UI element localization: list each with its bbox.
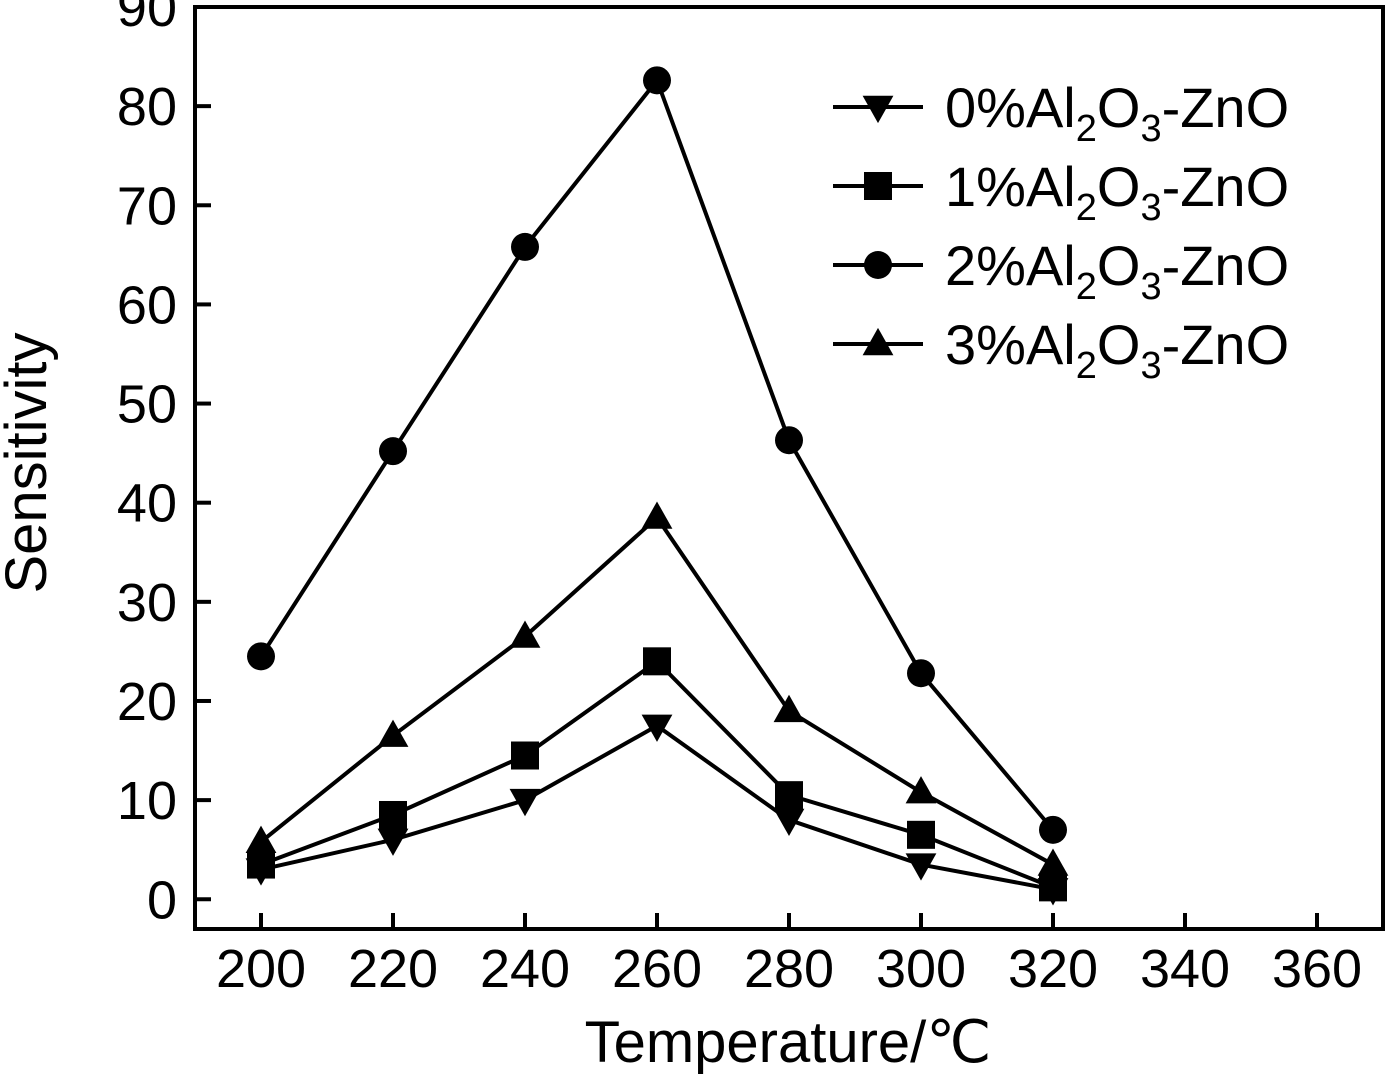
x-tick-label: 220 [348, 939, 438, 999]
x-tick-label: 340 [1140, 939, 1230, 999]
x-tick-label: 320 [1008, 939, 1098, 999]
data-point [905, 776, 937, 804]
y-tick-label: 80 [117, 77, 177, 137]
data-point [509, 788, 541, 817]
y-axis-title: Sensitivity [0, 332, 59, 593]
data-point [643, 66, 671, 95]
data-point [775, 426, 803, 455]
data-point [905, 853, 937, 881]
data-point [379, 437, 407, 466]
legend: 0%Al2O3-ZnO1%Al2O3-ZnO2%Al2O3-ZnO3%Al2O3… [833, 76, 1289, 387]
y-tick-label: 50 [117, 375, 177, 435]
legend-label: 3%Al2O3-ZnO [945, 313, 1289, 387]
data-point [641, 501, 673, 529]
data-point [511, 232, 539, 261]
legend-marker [862, 327, 894, 356]
y-tick-label: 30 [117, 573, 177, 633]
legend-label: 0%Al2O3-ZnO [945, 76, 1289, 150]
data-point [379, 800, 407, 829]
y-tick-label: 40 [117, 474, 177, 534]
data-point [509, 620, 541, 648]
data-point [377, 719, 409, 747]
legend-marker [864, 251, 892, 279]
axes: 200 220 240 260 280 300 320 340 360 0 10 20 30 40 50 60… [117, 0, 1385, 999]
x-tick-label: 240 [480, 939, 570, 999]
x-tick-label: 200 [216, 939, 306, 999]
legend-marker [862, 95, 894, 124]
legend-item: 3%Al2O3-ZnO [833, 313, 1289, 387]
data-point [773, 808, 805, 837]
x-tick-label: 360 [1272, 939, 1362, 999]
legend-item: 0%Al2O3-ZnO [833, 76, 1289, 150]
legend-item: 1%Al2O3-ZnO [833, 155, 1289, 229]
data-point [247, 850, 275, 879]
data-point [245, 825, 277, 853]
data-point [907, 659, 935, 688]
data-point [643, 647, 671, 676]
data-point [1039, 873, 1067, 902]
legend-item: 2%Al2O3-ZnO [833, 234, 1289, 308]
data-point [773, 694, 805, 723]
data-point [775, 781, 803, 810]
x-tick-label: 280 [744, 939, 834, 999]
data-point [907, 820, 935, 849]
series-triangle-down [245, 714, 1069, 906]
y-tick-label: 0 [147, 870, 177, 930]
legend-label: 1%Al2O3-ZnO [945, 155, 1289, 229]
y-tick-label: 20 [117, 672, 177, 732]
x-tick-label: 260 [612, 939, 702, 999]
y-tick-label: 60 [117, 275, 177, 335]
legend-label: 2%Al2O3-ZnO [945, 234, 1289, 308]
series-circle [247, 66, 1067, 844]
plot-series [245, 66, 1069, 906]
data-point [377, 828, 409, 856]
y-tick-label: 90 [117, 0, 177, 38]
data-point [511, 741, 539, 770]
data-point [1039, 815, 1067, 844]
series-square [247, 647, 1067, 902]
x-axis-title: Temperature/℃ [585, 1010, 992, 1075]
x-tick-label: 300 [876, 939, 966, 999]
y-tick-label: 70 [117, 176, 177, 236]
data-point [1037, 848, 1069, 876]
series-triangle-up [245, 501, 1069, 876]
y-tick-label: 10 [117, 771, 177, 831]
legend-marker [864, 172, 892, 200]
data-point [641, 714, 673, 742]
data-point [247, 642, 275, 671]
